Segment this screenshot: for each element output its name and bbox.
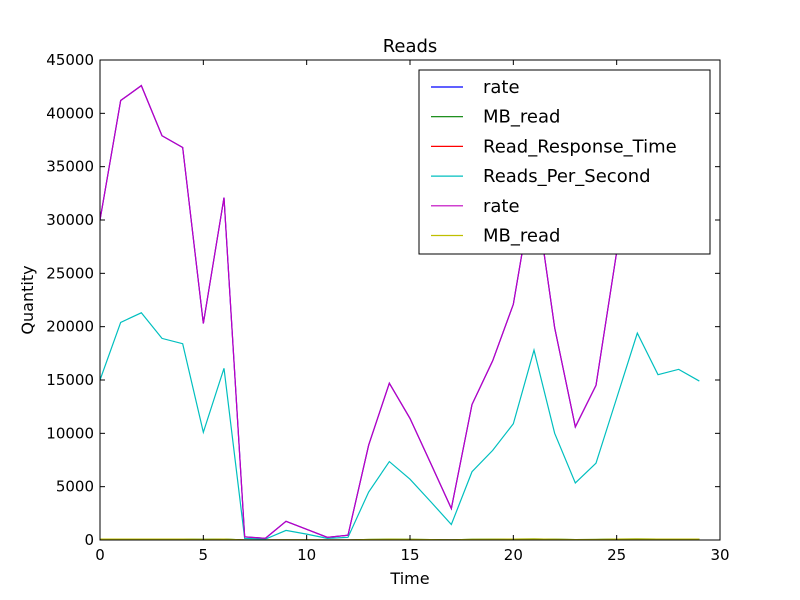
x-tick-label: 20 [504, 546, 523, 564]
series-line-5-rate [100, 84, 700, 540]
y-tick-label: 30000 [46, 211, 94, 229]
series-line-4-reads-per-second [100, 312, 700, 540]
x-tick-label: 5 [199, 546, 209, 564]
y-tick-label: 10000 [46, 424, 94, 442]
x-tick-label: 30 [710, 546, 729, 564]
x-tick-label: 0 [95, 546, 105, 564]
series-line-6-mb-read [100, 538, 700, 540]
x-tick-label: 25 [607, 546, 626, 564]
legend-label-4: Reads_Per_Second [483, 166, 651, 187]
y-axis-title: Quantity [18, 265, 37, 334]
y-tick-label: 40000 [46, 104, 94, 122]
y-tick-label: 35000 [46, 158, 94, 176]
y-tick-label: 45000 [46, 51, 94, 69]
y-tick-label: 25000 [46, 264, 94, 282]
legend-label-5: rate [483, 196, 520, 217]
y-tick-label: 20000 [46, 318, 94, 336]
x-tick-label: 15 [400, 546, 419, 564]
legend-label-3: Read_Response_Time [483, 136, 677, 157]
plot-area: 0 5 10 15 20 25 30 0 5000 10000 15000 20000 25000 300… [46, 51, 729, 564]
x-tick-label: 10 [297, 546, 316, 564]
y-tick-label: 5000 [56, 478, 94, 496]
y-tick-label: 0 [84, 531, 94, 549]
legend-box [418, 69, 711, 255]
legend-label-6: MB_read [483, 226, 560, 247]
chart-title: Reads [383, 36, 438, 57]
legend-label-2: MB_read [483, 107, 560, 128]
legend-label-1: rate [483, 77, 520, 98]
x-axis-title: Time [389, 569, 429, 588]
y-tick-label: 15000 [46, 371, 94, 389]
legend: rate MB_read Read_Response_Time Reads_Per_S… [418, 69, 711, 255]
